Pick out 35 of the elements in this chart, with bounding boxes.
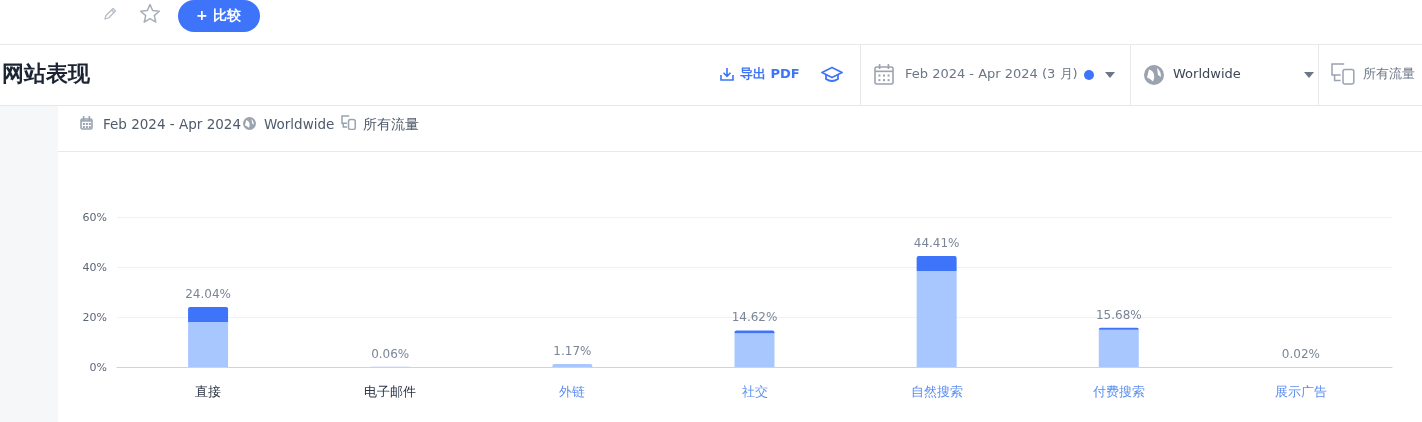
bar [916,255,957,271]
y-tick-label: 0% [89,360,107,374]
x-tick-label: 外链 [559,384,586,399]
x-tick-label: 社交 [741,384,768,399]
text: Feb 2024 - Apr 2024 [103,115,242,133]
total-label: 24.04% [185,286,231,301]
y-tick-label: 60% [82,210,107,224]
total-label: 1.17% [553,344,592,359]
chart-title: 网站表现 [2,61,90,86]
x-tick-label: 自然搜索 [910,384,963,399]
bar [188,306,229,322]
x-tick-label: 直接 [195,384,222,399]
total-label: 14.62% [731,310,778,325]
bar [188,322,229,367]
total-label: 0.06% [371,346,410,361]
text: Feb 2024 - Apr 2024 (3 月) [905,65,1078,83]
text: + 比较 [196,6,241,24]
bar [734,333,775,367]
total-label: 15.68% [1095,307,1142,322]
bar [734,330,775,334]
text: 导出 PDF [740,65,800,83]
bar [916,271,957,367]
text: 所有流量 [363,115,419,133]
y-tick-label: 40% [82,260,107,274]
text: Worldwide [264,115,335,133]
x-tick-label: 展示广告 [1274,384,1327,399]
text: 所有流量 [1363,65,1415,83]
bar [552,364,593,367]
text: Worldwide [1173,65,1241,83]
x-tick-label: 付费搜索 [1091,384,1145,399]
total-label: 0.02% [1281,346,1320,361]
x-tick-label: 电子邮件 [364,384,417,399]
y-tick-label: 20% [82,310,107,324]
total-label: 44.41% [913,235,960,250]
bar [1098,329,1139,367]
